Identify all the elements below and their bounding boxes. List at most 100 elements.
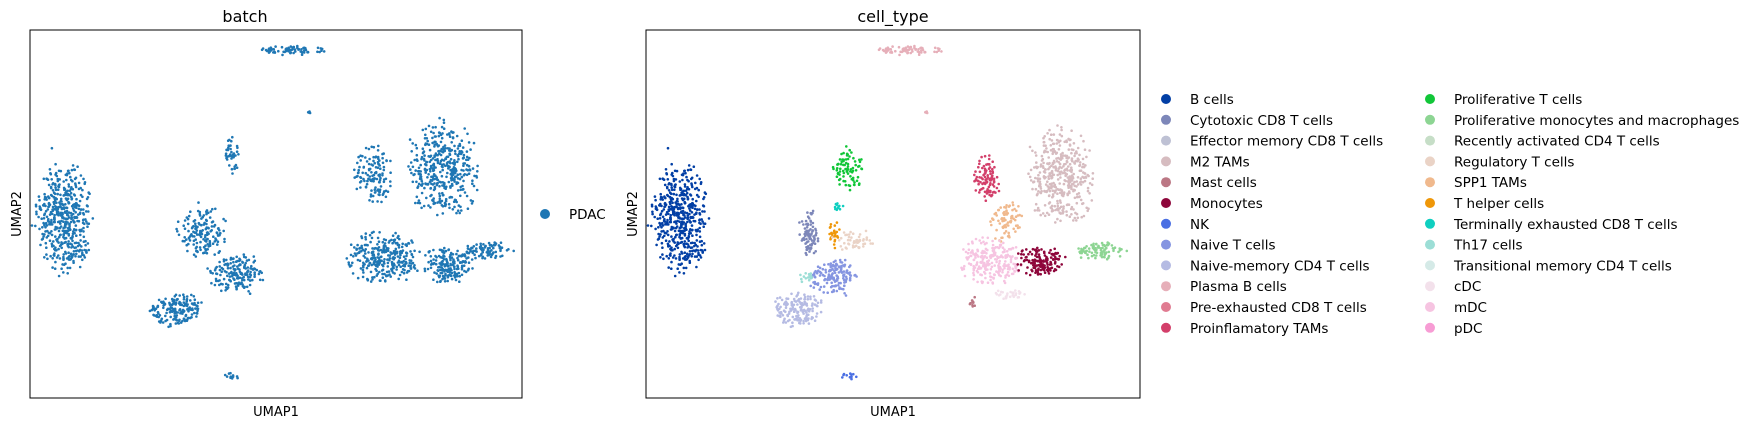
data-point <box>471 182 474 185</box>
data-point <box>891 45 894 48</box>
data-point <box>646 224 650 227</box>
data-point <box>481 256 484 260</box>
data-point <box>437 269 440 273</box>
data-point <box>353 168 356 172</box>
data-point <box>67 258 71 261</box>
data-point <box>225 148 228 152</box>
data-point <box>851 232 855 235</box>
data-point <box>56 208 60 211</box>
data-point <box>453 198 457 202</box>
data-point <box>376 166 380 169</box>
data-point <box>1010 272 1014 276</box>
data-point <box>831 165 835 169</box>
legend-item: Proliferative monocytes and macrophages <box>1425 113 1739 129</box>
data-point <box>676 246 680 250</box>
data-point <box>423 154 426 157</box>
data-point <box>975 263 978 267</box>
data-point <box>1054 268 1058 272</box>
data-point <box>78 265 82 269</box>
data-point <box>166 307 170 311</box>
data-point <box>353 252 357 255</box>
data-point <box>456 189 460 192</box>
data-point <box>1005 204 1008 207</box>
legend-marker <box>1161 239 1171 250</box>
data-point <box>437 134 441 138</box>
data-point <box>248 279 252 282</box>
data-point <box>919 49 923 52</box>
data-point <box>966 256 970 259</box>
legend-item: Plasma B cells <box>1161 279 1287 295</box>
data-point <box>230 150 233 154</box>
data-point <box>786 313 789 317</box>
data-point <box>208 243 212 246</box>
data-point <box>682 221 686 224</box>
data-point <box>241 278 244 282</box>
data-point <box>66 272 69 275</box>
data-point <box>833 205 837 209</box>
data-point <box>389 184 392 188</box>
data-point <box>446 155 450 158</box>
data-point <box>998 266 1001 270</box>
data-point <box>183 227 187 230</box>
data-point <box>378 231 381 234</box>
data-point <box>841 376 844 379</box>
data-point <box>451 136 455 139</box>
data-point <box>73 231 76 235</box>
data-point <box>488 251 491 255</box>
legend-label: Naive-memory CD4 T cells <box>1190 258 1370 274</box>
data-point <box>1075 219 1078 222</box>
data-point <box>985 252 988 255</box>
data-point <box>371 194 375 198</box>
data-point <box>669 228 673 231</box>
data-point <box>1004 274 1007 278</box>
data-point <box>670 188 674 192</box>
data-point <box>224 282 228 286</box>
data-point <box>35 210 38 214</box>
data-point <box>368 199 371 202</box>
data-point <box>193 303 197 306</box>
data-point <box>187 242 190 246</box>
data-point <box>1042 140 1046 144</box>
data-point <box>369 193 373 196</box>
data-point <box>848 271 852 274</box>
data-point <box>400 250 404 254</box>
data-point <box>675 193 678 197</box>
data-point <box>433 187 437 191</box>
data-point <box>906 48 909 52</box>
data-point <box>672 239 675 243</box>
data-point <box>1034 187 1038 191</box>
data-point <box>395 241 399 245</box>
data-point <box>810 232 813 235</box>
data-point <box>407 242 411 245</box>
data-point <box>1062 191 1066 194</box>
data-point <box>686 252 689 256</box>
data-point <box>999 290 1003 294</box>
data-point <box>1031 261 1034 265</box>
data-point <box>683 183 687 186</box>
data-point <box>995 214 998 217</box>
data-point <box>251 267 254 271</box>
data-point <box>1051 194 1055 198</box>
data-point <box>1060 189 1064 192</box>
data-point <box>451 131 454 134</box>
data-point <box>436 161 440 165</box>
data-point <box>66 266 69 270</box>
data-point <box>232 260 235 264</box>
data-point <box>1066 203 1070 206</box>
data-point <box>666 178 670 181</box>
data-point <box>48 222 51 226</box>
data-point <box>850 236 853 239</box>
data-point <box>1002 217 1006 220</box>
data-point <box>844 158 848 161</box>
legend-marker <box>1161 260 1171 271</box>
data-point <box>371 164 375 167</box>
data-point <box>296 44 299 48</box>
data-point <box>215 272 218 275</box>
data-point <box>361 171 365 175</box>
data-point <box>382 168 386 172</box>
data-point <box>1037 190 1040 193</box>
data-point <box>660 226 663 229</box>
legend-label: Regulatory T cells <box>1454 154 1574 170</box>
data-point <box>1029 179 1033 182</box>
data-point <box>849 175 852 178</box>
